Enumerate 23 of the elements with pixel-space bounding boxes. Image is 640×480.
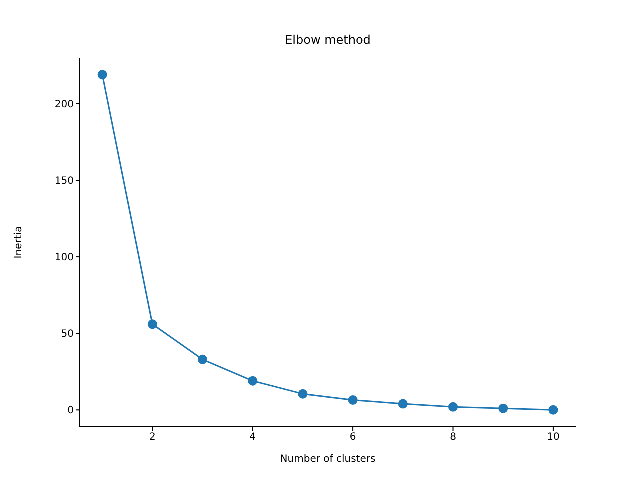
x-tick-label: 10: [547, 432, 560, 444]
point: [398, 399, 408, 409]
y-tick-label: 50: [61, 329, 74, 340]
point: [198, 354, 208, 364]
point: [148, 320, 158, 330]
x-axis-title: Number of clusters: [280, 454, 376, 465]
y-tick-label: 0: [68, 406, 74, 417]
point: [298, 389, 308, 399]
chart-title: Elbow method: [284, 33, 372, 47]
y-tick-label: 200: [54, 99, 74, 110]
x-tick-label: 6: [350, 432, 356, 444]
x-tick-label: 2: [149, 432, 156, 444]
y-axis-title: Inertia: [14, 226, 25, 259]
point: [348, 395, 358, 405]
point: [448, 402, 458, 412]
x-tick-label: 4: [250, 432, 256, 444]
x-tick-label: 8: [450, 432, 456, 444]
point: [248, 376, 258, 386]
point: [98, 70, 108, 80]
y-tick-label: 150: [54, 176, 74, 188]
point: [548, 405, 558, 415]
y-tick-label: 100: [54, 252, 74, 264]
point: [498, 404, 508, 414]
